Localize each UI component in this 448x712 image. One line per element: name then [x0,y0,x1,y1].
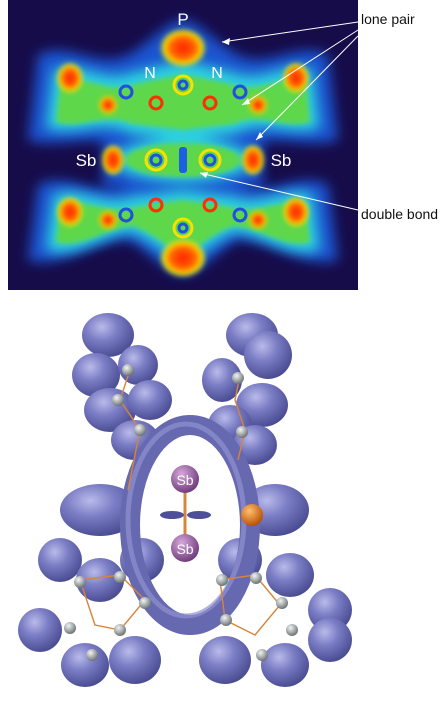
atom-label-p: P [177,10,188,29]
double-bond-label: double bond [361,206,438,222]
annotation-layer: P N N Sb Sb lone pair double bond [76,10,438,222]
antimony-atom-top [171,465,199,493]
isosurface-render: Sb Sb [18,313,352,687]
carbon-atoms [64,364,298,661]
atom-label-n-right: N [211,65,223,82]
central-torus [120,415,260,635]
atom-label-sb-right: Sb [271,151,292,170]
atom-label-sb-top: Sb [176,472,193,488]
antimony-atom-bottom [171,534,199,562]
phosphorus-atom [241,504,263,526]
lone-pair-label: lone pair [361,11,415,27]
double-bond-lobe [160,511,211,519]
annotation-arrows [199,21,359,211]
atom-label-sb-bottom: Sb [176,541,193,557]
elf-contour-map [8,0,358,290]
atom-label-sb-left: Sb [76,151,97,170]
atom-label-n-left: N [144,65,156,82]
